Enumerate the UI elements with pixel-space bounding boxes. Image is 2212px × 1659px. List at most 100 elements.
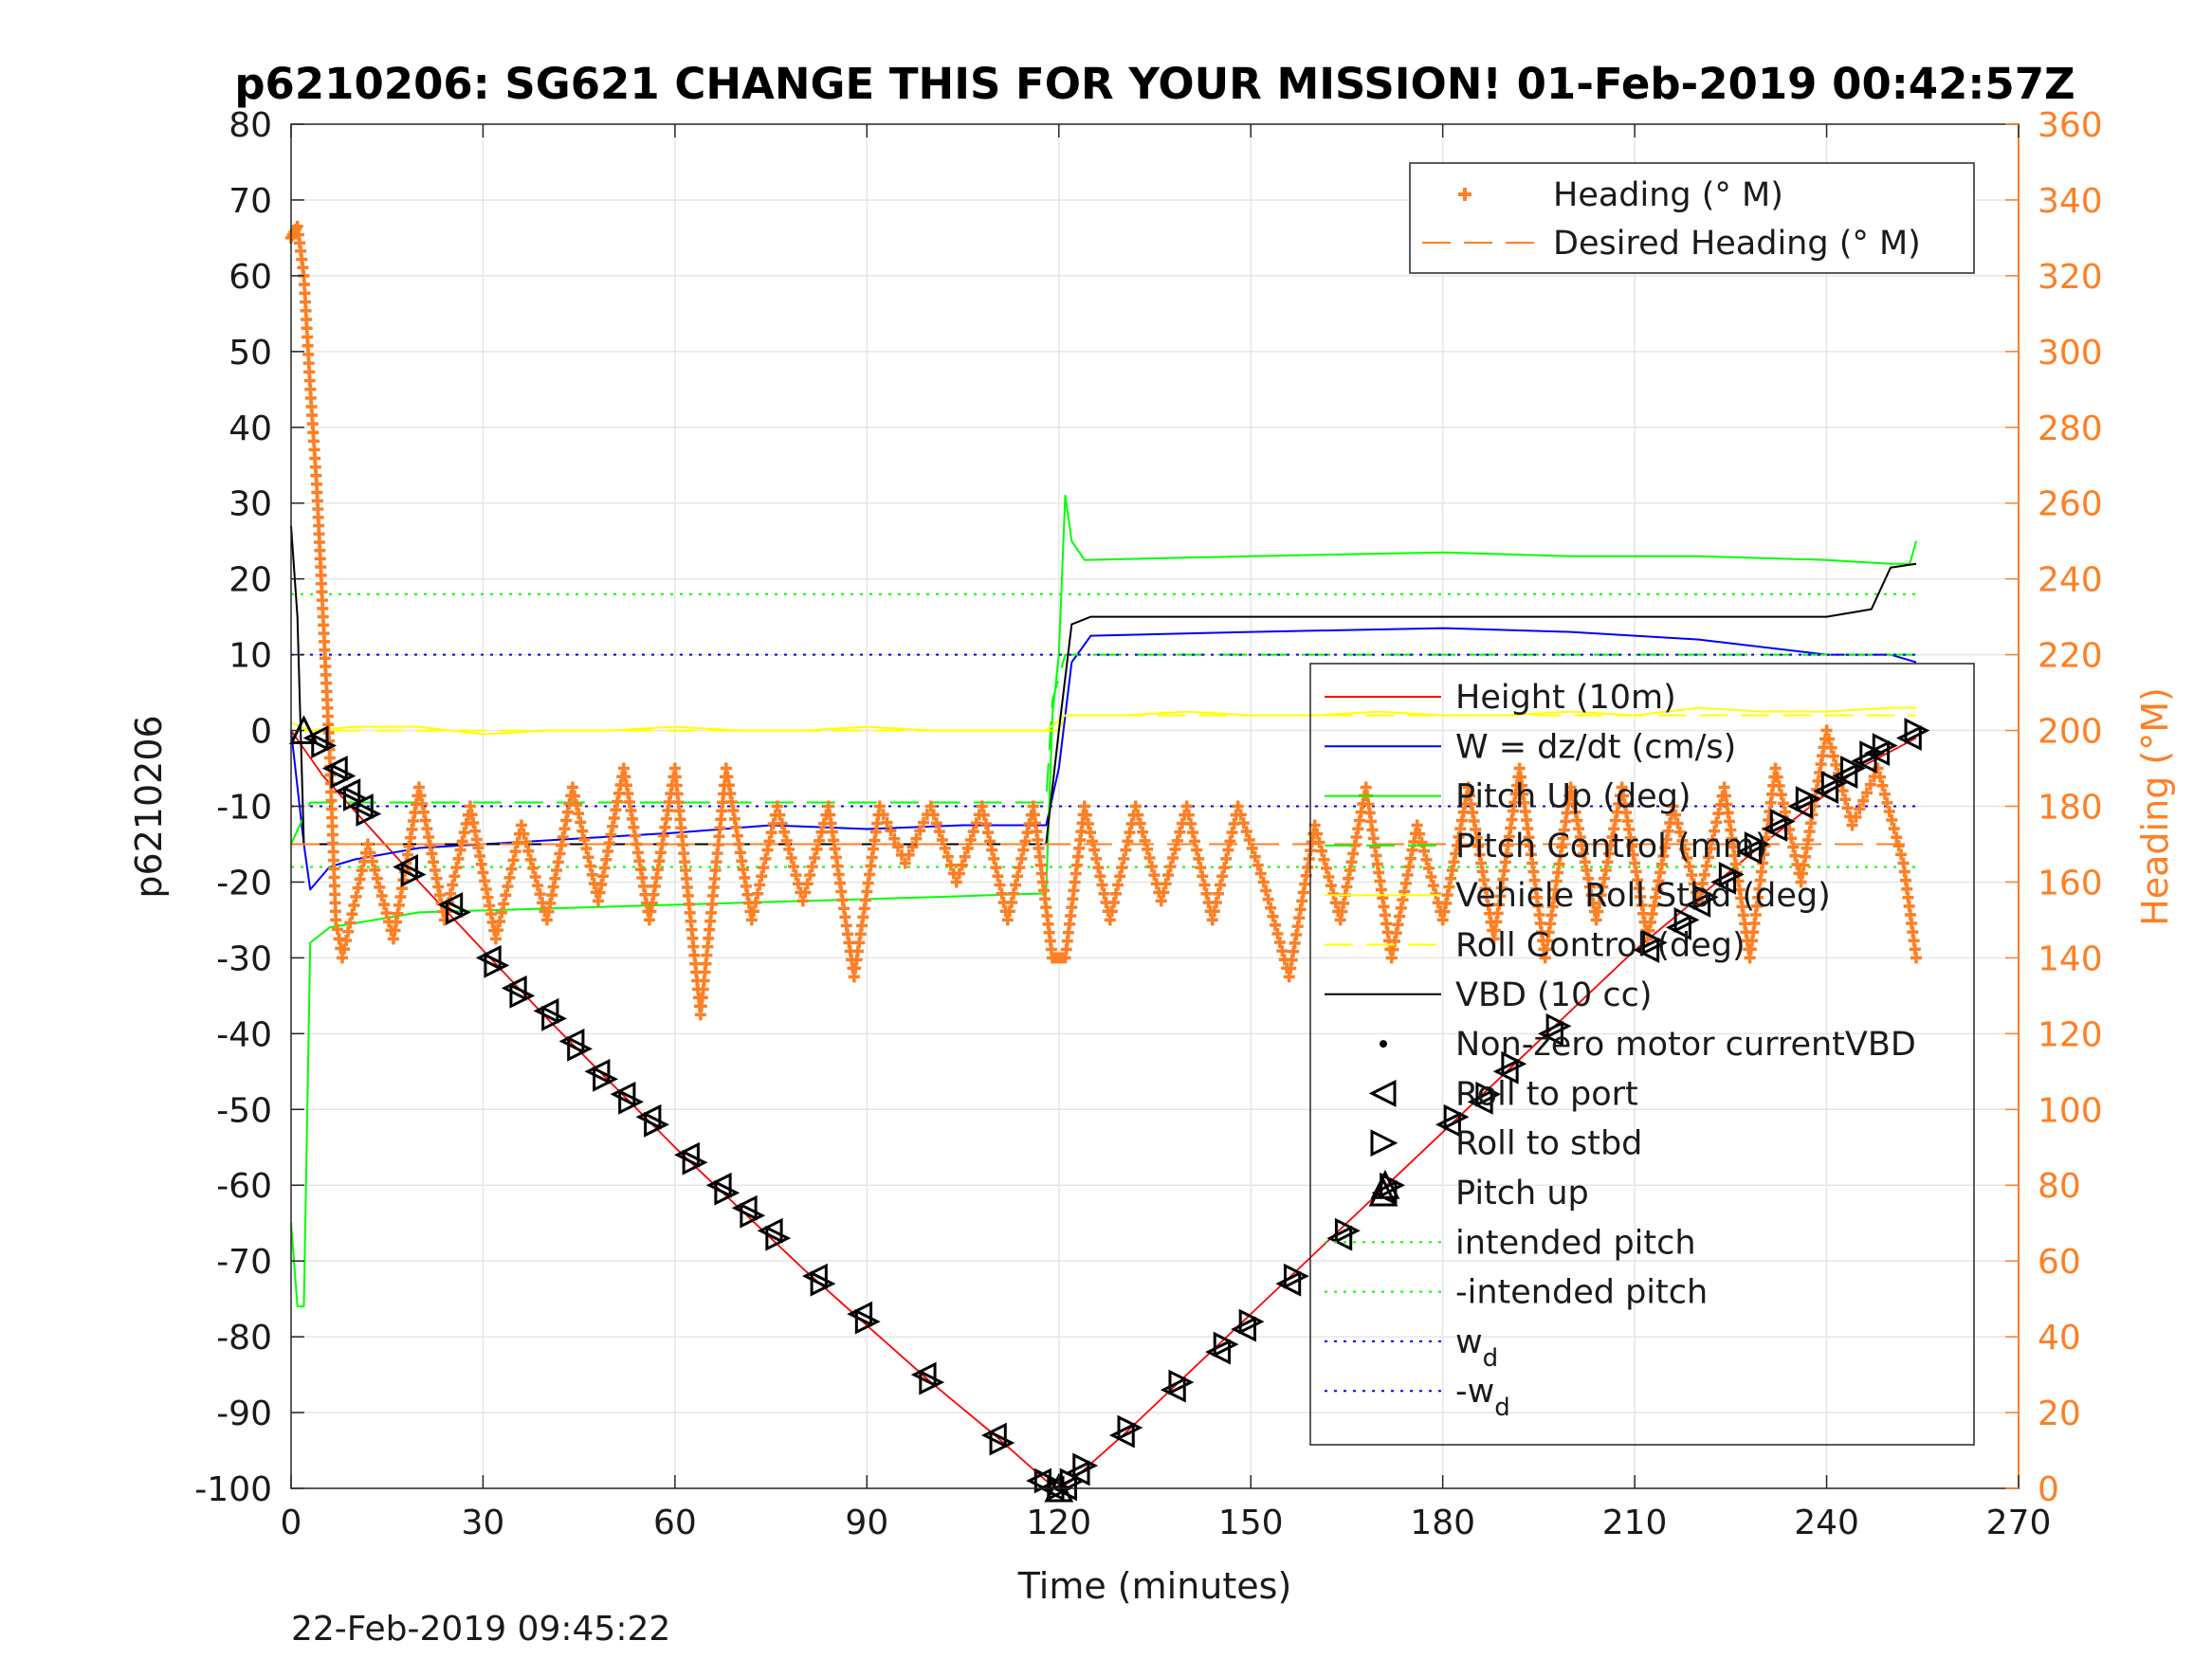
- heading-point: [1837, 785, 1849, 797]
- y-tick-label: 60: [229, 258, 272, 297]
- roll-to-port-marker: [1851, 748, 1877, 774]
- heading-point: [454, 844, 466, 856]
- heading-point: [1710, 816, 1723, 829]
- heading-point: [378, 899, 391, 911]
- heading-point: [1139, 834, 1151, 847]
- heading-point: [1112, 879, 1124, 891]
- x-tick-label: 180: [1410, 1504, 1475, 1542]
- roll-to-stbd-marker: [400, 862, 427, 887]
- heading-point: [903, 848, 915, 861]
- heading-point: [456, 835, 468, 848]
- heading-point: [354, 873, 366, 885]
- heading-point: [1839, 793, 1852, 806]
- roll-to-port-marker: [1326, 1225, 1353, 1251]
- heading-point: [924, 800, 937, 812]
- y-tick-label: -80: [216, 1319, 272, 1358]
- heading-point: [1098, 887, 1110, 900]
- roll-to-port-marker: [1275, 1270, 1302, 1297]
- heading-point: [914, 825, 926, 837]
- y-tick-label: 0: [250, 713, 272, 752]
- heading-point: [1411, 819, 1423, 831]
- roll-to-port-marker: [757, 1217, 783, 1244]
- heading-point: [1160, 878, 1172, 890]
- roll-to-stbd-marker: [1072, 1452, 1099, 1479]
- heading-point: [976, 800, 988, 812]
- heading-point: [1700, 860, 1712, 872]
- heading-point: [888, 832, 901, 845]
- heading-point: [1418, 845, 1431, 857]
- roll-to-stbd-marker: [1795, 786, 1821, 811]
- roll-to-stbd-marker: [484, 952, 510, 978]
- heading-point: [1260, 884, 1272, 897]
- roll-to-port-marker: [1538, 1020, 1563, 1047]
- heading-point: [771, 800, 783, 812]
- legend-entry: -intended pitch: [1455, 1274, 1708, 1312]
- heading-point: [503, 871, 516, 884]
- roll-to-port-marker: [1685, 892, 1711, 918]
- heading-point: [990, 862, 1002, 874]
- heading-point: [1114, 870, 1126, 883]
- roll-to-stbd-marker: [919, 1369, 945, 1395]
- y-tick-label-right: 140: [2038, 939, 2103, 978]
- roll-to-port-marker: [335, 778, 361, 804]
- legend-entry: Vehicle Roll Stbd (deg): [1455, 877, 1831, 915]
- heading-point: [1087, 835, 1099, 848]
- heading-point: [970, 817, 982, 830]
- roll-to-stbd-marker: [1840, 756, 1866, 781]
- heading-point: [1325, 880, 1337, 892]
- heading-point: [1200, 887, 1213, 900]
- chart-title: p6210206: SG621 CHANGE THIS FOR YOUR MIS…: [234, 59, 2075, 109]
- heading-point: [494, 915, 506, 927]
- y-tick-label: -50: [216, 1091, 272, 1130]
- y-tick-label: -20: [216, 864, 272, 902]
- legend-entry-desired-heading: Desired Heading (° M): [1553, 225, 1921, 263]
- heading-point: [1712, 808, 1725, 820]
- y-tick-label-right: 280: [2038, 410, 2103, 448]
- y-tick-label-right: 40: [2038, 1319, 2081, 1358]
- roll-to-port-marker: [610, 1081, 636, 1107]
- roll-to-port-marker: [1492, 1058, 1519, 1085]
- heading-point: [814, 834, 826, 847]
- heading-point: [788, 861, 800, 873]
- roll-to-stbd-marker: [567, 1035, 594, 1062]
- heading-point: [1145, 861, 1158, 873]
- heading-point: [452, 852, 465, 865]
- heading-point: [1769, 762, 1782, 775]
- heading-point: [1096, 879, 1108, 891]
- heading-point: [1015, 852, 1028, 865]
- heading-point: [1785, 832, 1798, 845]
- legend-entry: Roll to stbd: [1455, 1125, 1642, 1163]
- roll-to-stbd-marker: [1859, 740, 1886, 766]
- heading-point: [1777, 797, 1789, 810]
- heading-point: [1427, 880, 1439, 892]
- heading-point: [346, 908, 358, 921]
- heading-point: [910, 832, 923, 845]
- heading-point: [515, 819, 527, 831]
- roll-to-stbd-marker: [1283, 1263, 1309, 1289]
- series-line-4: [290, 706, 1916, 736]
- heading-point: [761, 844, 774, 856]
- heading-point: [961, 842, 974, 854]
- heading-point: [1240, 826, 1252, 838]
- heading-point: [1825, 741, 1837, 754]
- heading-point: [1208, 905, 1220, 918]
- heading-point: [1107, 896, 1120, 908]
- legend-heading-box: [1409, 162, 1975, 274]
- heading-point: [1094, 870, 1106, 883]
- heading-point: [1891, 831, 1903, 844]
- heading-point: [1193, 852, 1205, 865]
- legend-entry: Roll Control (deg): [1455, 927, 1746, 965]
- heading-point: [1197, 870, 1209, 883]
- roll-to-stbd-marker: [330, 763, 356, 789]
- heading-point: [534, 888, 546, 901]
- heading-point: [575, 816, 587, 829]
- heading-point: [1001, 914, 1014, 926]
- heading-point: [1014, 862, 1026, 874]
- roll-to-stbd-marker: [1718, 862, 1745, 887]
- heading-point: [1220, 852, 1233, 865]
- heading-point: [933, 826, 945, 838]
- roll-to-stbd-marker: [1545, 1012, 1572, 1039]
- heading-point: [1184, 817, 1197, 830]
- heading-point: [1085, 827, 1096, 839]
